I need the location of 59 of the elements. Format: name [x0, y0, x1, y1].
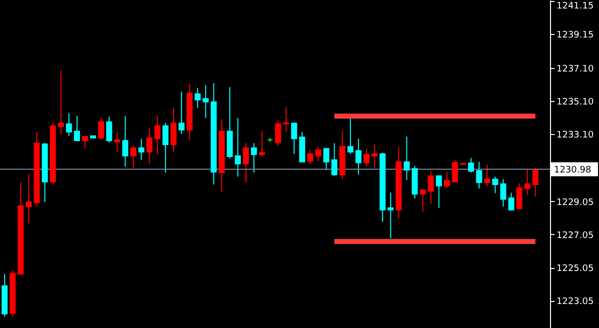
- y-tick-label: 1237.10: [556, 64, 594, 74]
- candlestick: [444, 171, 450, 188]
- candlestick: [323, 147, 330, 170]
- candlestick: [202, 84, 209, 118]
- candlestick: [428, 170, 434, 204]
- candlestick: [178, 91, 185, 134]
- y-tick-label: 1239.15: [556, 30, 594, 40]
- candlestick: [98, 117, 104, 140]
- candlestick: [388, 192, 394, 240]
- candlestick: [250, 142, 257, 174]
- candlestick: [146, 128, 152, 164]
- candlestick: [291, 122, 298, 154]
- candlestick: [372, 144, 378, 168]
- candlestick: [500, 178, 506, 208]
- candlestick: [307, 149, 314, 164]
- candlestick: [130, 145, 136, 170]
- candlestick: [492, 176, 498, 194]
- candlestick: [484, 164, 490, 188]
- candlestick: [364, 148, 370, 168]
- candlestick: [283, 106, 290, 132]
- y-tick-label: 1223.05: [556, 297, 594, 308]
- candlestick: [242, 142, 249, 184]
- candlestick: [516, 182, 522, 210]
- candlestick: [122, 115, 128, 168]
- y-tick-label: 1233.10: [556, 130, 594, 141]
- candlestick: [66, 112, 72, 136]
- candlestick: [524, 168, 530, 196]
- candlestick: [106, 116, 112, 144]
- y-tick-label: 1227.05: [556, 230, 594, 241]
- y-tick-label: 1229.05: [556, 198, 594, 208]
- candlestick: [26, 173, 32, 224]
- y-tick-label: 1241.15: [556, 1, 594, 12]
- candlestick: [436, 175, 442, 208]
- candlestick: [82, 135, 88, 150]
- candlestick: [532, 167, 538, 198]
- candlestick: [138, 138, 144, 160]
- candlestick: [404, 136, 410, 180]
- candlestick: [476, 161, 482, 190]
- candlestick: [154, 115, 160, 156]
- candlestick: [194, 87, 201, 108]
- candlestick: [452, 159, 458, 182]
- candlestick: [420, 188, 426, 212]
- candlestick: [162, 122, 168, 174]
- candlestick: [355, 138, 362, 176]
- candlestick: [275, 120, 282, 146]
- candlestick: [508, 192, 514, 212]
- candlestick: [234, 117, 241, 178]
- candlestick: [74, 115, 80, 142]
- candlestick: [468, 157, 474, 174]
- candlestick: [114, 131, 120, 152]
- candlestick: [331, 142, 338, 176]
- candlestick: [347, 118, 354, 154]
- y-tick-label: 1235.10: [556, 98, 594, 108]
- candlestick: [315, 146, 322, 162]
- y-tick-label: 1225.05: [556, 264, 594, 274]
- candlestick: [258, 130, 265, 158]
- candlestick: [58, 70, 64, 136]
- ref-line-label: 1230.98: [554, 165, 592, 176]
- candlestick: [170, 107, 176, 152]
